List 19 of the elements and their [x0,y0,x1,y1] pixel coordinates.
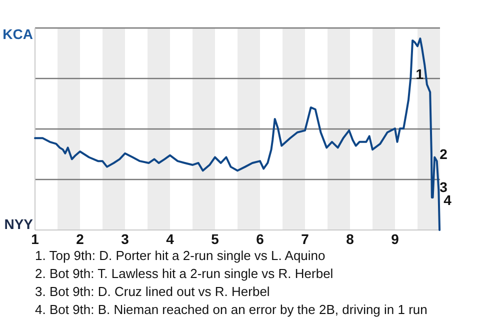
x-tick-label: 6 [256,231,264,247]
text: NYY [4,216,34,232]
text: 1. Top 9th: D. Porter hit a 2-run single vs L. Aquino [35,248,326,263]
x-tick-label: 5 [211,231,220,247]
text: 3. Bot 9th: D. Cruz lined out vs R. Herbel [35,284,270,299]
annotation: 3 [440,178,448,195]
annotation: 4 [444,192,452,208]
x-tick-label: 9 [391,231,400,247]
text: 4. Bot 9th: B. Nieman reached on an error by the 2B, driving in 1 run [35,302,428,317]
x-tick-label: 8 [346,231,354,247]
x-tick-label: 4 [166,231,174,247]
text: KCA [2,26,33,42]
text: 2. Bot 9th: T. Lawless hit a 2-run single vs R. Herbel [35,266,334,281]
x-tick-label: 3 [121,231,130,247]
x-tick-label: 7 [301,231,310,247]
annotation: 1 [416,66,424,82]
x-tick-label: 1 [31,231,40,247]
annotation: 2 [440,146,448,162]
x-tick-label: 2 [76,231,84,247]
